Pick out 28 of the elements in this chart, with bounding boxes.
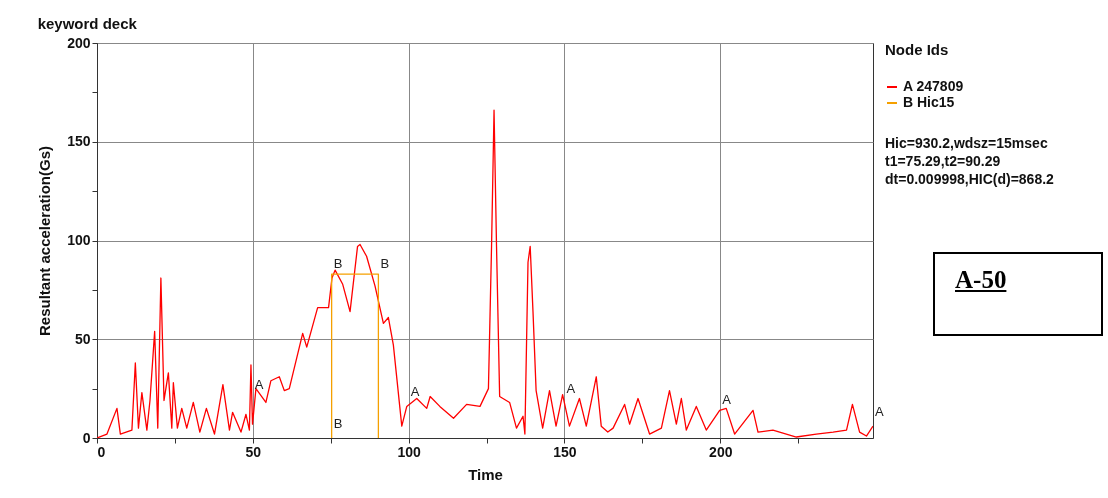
x-tick-label: 50 (245, 443, 262, 460)
text: t1=75.29,t2=90.29 (885, 152, 1002, 170)
legend-label: A 247809 (903, 78, 964, 94)
annotation: A (722, 392, 732, 408)
x-tick-label: 100 (397, 443, 422, 460)
legend-label: B Hic15 (903, 94, 955, 110)
framed-label: A-50 (933, 252, 1103, 336)
y-tick-label: 50 (74, 330, 91, 347)
y-tick-label: 100 (67, 232, 91, 248)
annotation: B (333, 416, 343, 432)
annotation: B (333, 256, 343, 272)
text: Hic=930.2,wdsz=15msec (885, 134, 1049, 152)
x-tick-label: 200 (709, 443, 733, 460)
y-tick-label: 0 (82, 429, 91, 446)
y-tick-label: 150 (67, 133, 91, 150)
annotation: B (380, 256, 390, 272)
annotation: A (410, 384, 420, 400)
annotation: A (566, 380, 576, 396)
x-tick-label: 150 (553, 443, 577, 460)
x-tick-label: 0 (97, 443, 106, 460)
annotation: A (875, 404, 884, 420)
chart-title: keyword deck (37, 15, 138, 32)
text: dt=0.009998,HIC(d)=868.2 (885, 170, 1054, 188)
x-axis-title: Time (468, 465, 503, 483)
y-tick-label: 200 (67, 34, 91, 51)
y-axis-title: Resultant acceleration(Gs) (36, 145, 54, 337)
annotation: A (254, 376, 264, 392)
legend-title: Node Ids (885, 41, 949, 58)
